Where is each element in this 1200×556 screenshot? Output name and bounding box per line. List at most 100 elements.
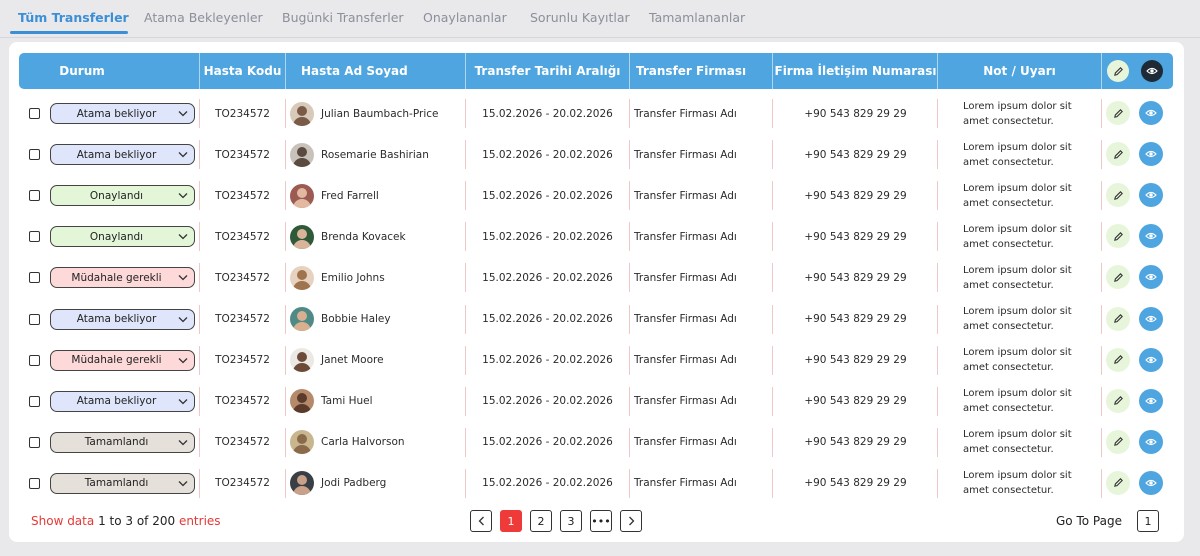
row-checkbox[interactable] <box>29 149 40 161</box>
status-dropdown[interactable]: Atama bekliyor <box>50 390 195 412</box>
transfer-date-range: 15.02.2026 - 20.02.2026 <box>482 230 613 243</box>
patient-name-cell: Carla Halvorson <box>290 422 465 463</box>
row-checkbox[interactable] <box>29 272 40 284</box>
status-dropdown[interactable]: Müdahale gerekli <box>50 349 195 371</box>
company-phone: +90 543 829 29 29 <box>804 230 907 243</box>
patient-name: Jodi Padberg <box>321 477 387 490</box>
view-eye-icon[interactable] <box>1139 224 1163 249</box>
note-cell: Lorem ipsum dolor sit amet consectetur. <box>963 422 1103 463</box>
tab-2[interactable]: Atama Bekleyenler <box>144 10 263 25</box>
company-phone: +90 543 829 29 29 <box>804 354 907 367</box>
tab-4[interactable]: Onaylananlar <box>423 10 507 25</box>
page-button-1[interactable]: 1 <box>500 510 522 532</box>
status-dropdown[interactable]: Tamamlandı <box>50 431 195 453</box>
note-text: Lorem ipsum dolor sit amet consectetur. <box>963 306 1072 332</box>
more-pages-button[interactable]: ••• <box>590 510 612 532</box>
note-text: Lorem ipsum dolor sit amet consectetur. <box>963 100 1072 127</box>
row-checkbox[interactable] <box>29 395 40 407</box>
patient-code: TO234572 <box>215 354 270 367</box>
header-date-range[interactable]: Transfer Tarihi Aralığı <box>474 64 621 78</box>
header-company[interactable]: Transfer Firması <box>636 64 747 78</box>
note-text: Lorem ipsum dolor sit amet consectetur. <box>963 470 1072 497</box>
chevron-down-icon <box>172 274 194 281</box>
row-checkbox[interactable] <box>29 231 40 243</box>
page-button-3[interactable]: 3 <box>560 510 582 532</box>
row-checkbox[interactable] <box>29 477 40 489</box>
tab-5[interactable]: Sorunlu Kayıtlar <box>530 10 630 25</box>
transfer-date-range: 15.02.2026 - 20.02.2026 <box>482 107 613 120</box>
view-eye-icon[interactable] <box>1139 388 1163 413</box>
status-dropdown[interactable]: Onaylandı <box>50 226 195 248</box>
patient-name-cell: Janet Moore <box>290 340 465 381</box>
transfer-company: Transfer Firması Adı <box>634 230 737 243</box>
transfers-table-card: Durum Hasta Kodu Hasta Ad Soyad Transfer… <box>9 42 1184 542</box>
view-eye-icon[interactable] <box>1139 306 1163 331</box>
patient-name: Julian Baumbach-Price <box>321 107 439 120</box>
view-eye-icon[interactable] <box>1139 265 1163 290</box>
company-phone: +90 543 829 29 29 <box>804 395 907 408</box>
tab-1[interactable]: Tüm Transferler <box>18 10 129 25</box>
edit-pencil-icon[interactable] <box>1106 388 1130 413</box>
patient-name-cell: Rosemarie Bashirian <box>290 134 465 175</box>
header-phone[interactable]: Firma İletişim Numarası <box>774 64 937 78</box>
go-to-page-input[interactable]: 1 <box>1137 510 1159 532</box>
status-dropdown[interactable]: Tamamlandı <box>50 472 195 494</box>
view-eye-icon[interactable] <box>1139 347 1163 372</box>
row-checkbox[interactable] <box>29 313 40 325</box>
edit-pencil-icon[interactable] <box>1106 101 1130 125</box>
patient-name-cell: Brenda Kovacek <box>290 216 465 257</box>
table-row: Atama bekliyor TO234572 Julian Baumbach-Pr… <box>19 93 1173 134</box>
patient-name: Emilio Johns <box>321 271 385 284</box>
table-row: Atama bekliyor TO234572 Tami Huel 15.02.202… <box>19 381 1173 422</box>
transfer-company: Transfer Firması Adı <box>634 107 737 120</box>
note-cell: Lorem ipsum dolor sit amet consectetur. <box>963 175 1103 216</box>
row-checkbox[interactable] <box>29 108 40 119</box>
note-cell: Lorem ipsum dolor sit amet consectetur. <box>963 381 1103 422</box>
header-patient-code[interactable]: Hasta Kodu <box>203 64 282 78</box>
table-row: Tamamlandı TO234572 Carla Halvorson 15.02.2… <box>19 422 1173 463</box>
edit-pencil-icon[interactable] <box>1106 470 1130 495</box>
note-cell: Lorem ipsum dolor sit amet consectetur. <box>963 134 1103 175</box>
prev-page-chevron-left-icon[interactable] <box>470 510 492 532</box>
edit-pencil-icon[interactable] <box>1106 306 1130 331</box>
view-eye-icon[interactable] <box>1139 470 1163 495</box>
next-page-chevron-right-icon[interactable] <box>620 510 642 532</box>
view-eye-icon[interactable] <box>1139 101 1163 125</box>
tab-6[interactable]: Tamamlananlar <box>649 10 746 25</box>
edit-pencil-icon[interactable] <box>1106 347 1130 372</box>
status-label: Müdahale gerekli <box>71 354 162 367</box>
transfer-date-range: 15.02.2026 - 20.02.2026 <box>482 148 613 161</box>
status-label: Tamamlandı <box>84 477 149 490</box>
status-dropdown[interactable]: Onaylandı <box>50 185 195 207</box>
edit-pencil-icon[interactable] <box>1106 224 1130 249</box>
transfer-date-range: 15.02.2026 - 20.02.2026 <box>482 271 613 284</box>
status-dropdown[interactable]: Atama bekliyor <box>50 308 195 330</box>
view-eye-icon[interactable] <box>1139 183 1163 208</box>
note-cell: Lorem ipsum dolor sit amet consectetur. <box>963 216 1103 257</box>
header-note[interactable]: Not / Uyarı <box>983 64 1056 78</box>
view-eye-icon[interactable] <box>1139 142 1163 167</box>
row-checkbox[interactable] <box>29 436 40 448</box>
company-phone: +90 543 829 29 29 <box>804 477 907 490</box>
status-label: Atama bekliyor <box>76 107 157 120</box>
view-eye-icon[interactable] <box>1139 429 1163 454</box>
status-dropdown[interactable]: Müdahale gerekli <box>50 267 195 289</box>
header-patient-name[interactable]: Hasta Ad Soyad <box>301 64 408 78</box>
edit-pencil-icon[interactable] <box>1106 183 1130 208</box>
edit-pencil-icon[interactable] <box>1106 429 1130 454</box>
patient-name-cell: Julian Baumbach-Price <box>290 93 465 134</box>
page-button-2[interactable]: 2 <box>530 510 552 532</box>
status-dropdown[interactable]: Atama bekliyor <box>50 103 195 124</box>
company-phone: +90 543 829 29 29 <box>804 148 907 161</box>
header-status[interactable]: Durum <box>59 64 105 78</box>
chevron-down-icon <box>172 316 194 323</box>
row-checkbox[interactable] <box>29 190 40 202</box>
tab-3[interactable]: Bugünki Transferler <box>282 10 404 25</box>
header-edit-pencil-icon[interactable] <box>1107 60 1129 82</box>
edit-pencil-icon[interactable] <box>1106 142 1130 167</box>
patient-name: Tami Huel <box>321 395 373 408</box>
row-checkbox[interactable] <box>29 354 40 366</box>
header-view-eye-icon[interactable] <box>1141 60 1163 82</box>
edit-pencil-icon[interactable] <box>1106 265 1130 290</box>
status-dropdown[interactable]: Atama bekliyor <box>50 144 195 166</box>
